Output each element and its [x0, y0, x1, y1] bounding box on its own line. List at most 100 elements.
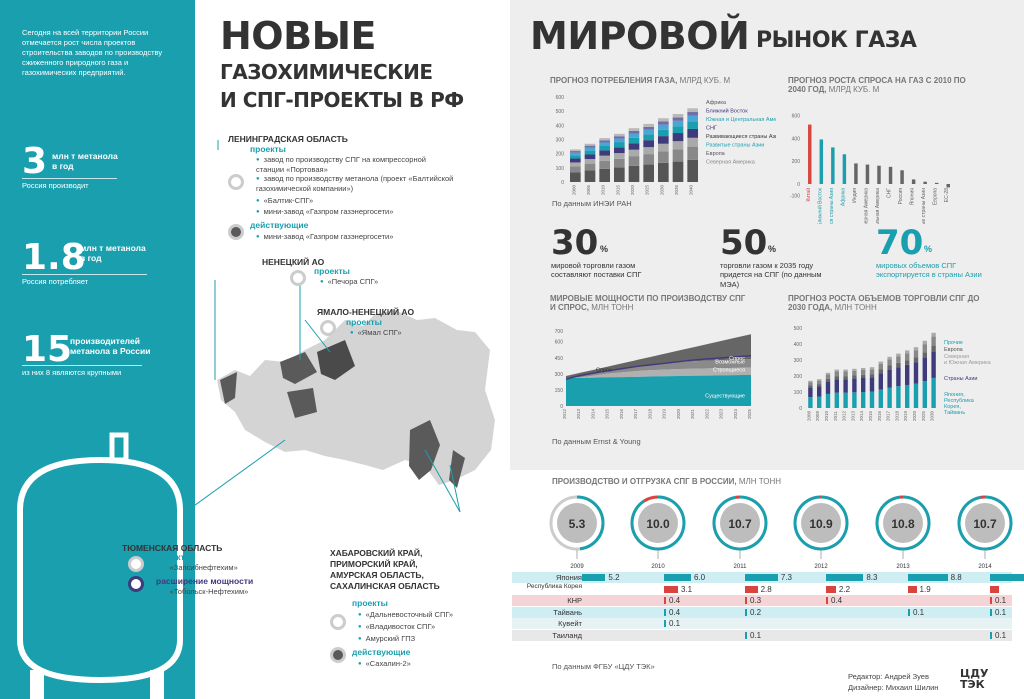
x-tick-label: 2035 — [674, 184, 679, 195]
table-cell: 3.1 — [664, 584, 692, 595]
x-tick-label: Развитые страны Азии — [921, 188, 927, 224]
table-cell: 8.3 — [826, 572, 877, 583]
bar-segment — [887, 365, 892, 370]
x-tick-label: 2000 — [571, 184, 576, 195]
production-value: 10.8 — [891, 517, 915, 531]
legend-entry: Европа — [706, 151, 726, 157]
bar — [831, 147, 835, 184]
table-bar — [990, 574, 1024, 581]
bar-segment — [599, 150, 610, 156]
bar-segment — [584, 143, 596, 146]
bar-segment — [808, 380, 813, 383]
table-value: 2.8 — [760, 584, 772, 594]
y-tick-label: 300 — [794, 358, 803, 364]
year-label: 2011 — [734, 564, 748, 570]
bar-segment — [614, 138, 625, 143]
region-fareast-name-3: АМУРСКАЯ ОБЛАСТЬ, — [330, 570, 424, 580]
bar-segment — [896, 353, 901, 357]
table-row-label: Тайвань — [553, 607, 582, 617]
x-tick-label: 2019 — [662, 408, 667, 419]
y-tick-label: 0 — [561, 180, 564, 186]
region-yamal-projects-label: проекты — [346, 317, 382, 327]
credit-designer: Дизайнер: Михаил Шилин — [848, 683, 939, 692]
x-tick-label: 2016 — [877, 410, 882, 421]
production-circle: 10.7 2014 — [957, 495, 1013, 570]
table-value: 0.1 — [995, 607, 1007, 617]
bar-segment — [887, 387, 892, 408]
bar-segment — [905, 384, 910, 408]
bar-segment — [931, 377, 936, 408]
circle-fill — [801, 503, 841, 543]
project-item: завод по производству СПГ на компрессорн… — [256, 155, 456, 175]
bar-segment — [614, 167, 625, 182]
table-cell: 5.2 — [582, 572, 620, 583]
bar-segment — [584, 147, 596, 151]
chart1-source: По данным ИНЭИ РАН — [552, 199, 632, 208]
chart1-title: ПРОГНОЗ ПОТРЕБЛЕНИЯ ГАЗА, МЛРД КУБ. М — [550, 76, 730, 85]
legend-entry: Африка — [706, 100, 727, 106]
area-building — [566, 367, 751, 379]
bar-segment — [599, 155, 610, 161]
table-value: 8.3 — [866, 573, 878, 582]
x-tick-label: СНГ — [887, 188, 893, 198]
y-tick-label: 150 — [555, 388, 564, 394]
bar-segment — [643, 123, 654, 127]
pct-stat-number: 50 — [720, 223, 768, 263]
bar-segment — [687, 128, 698, 138]
legend-entry: Южная и Центральная Америка — [706, 117, 776, 123]
table-row: Кувейт 0.1 — [512, 618, 1012, 629]
x-tick-label: 2020 — [676, 408, 681, 419]
bar — [819, 139, 824, 184]
bar — [865, 164, 870, 184]
legend-entry: СНГ — [706, 126, 717, 132]
bar-segment — [643, 154, 654, 165]
table-row: КНР 0.4 0.3 0.4 0.1 — [512, 595, 1012, 606]
table-row: Таиланд 0.1 0.1 — [512, 629, 1012, 641]
bar-segment — [843, 379, 848, 393]
active-item: мини-завод «Газпром газэнергосети» — [256, 232, 456, 242]
bar-segment — [852, 392, 857, 408]
bar-segment — [687, 159, 698, 182]
year-label: 2013 — [896, 564, 910, 570]
pct-stat-sign: % — [600, 244, 609, 254]
bar-segment — [614, 153, 625, 159]
x-tick-label: 2020 — [912, 410, 917, 421]
bar — [911, 179, 916, 184]
table-row-label: КНР — [567, 596, 582, 605]
stat-number: 1.8 — [22, 237, 86, 278]
bar-segment — [614, 133, 625, 137]
production-circle: 10.7 2011 — [712, 495, 768, 570]
bar-segment — [869, 391, 875, 408]
chart3-unit: МЛН ТОНН — [591, 303, 634, 313]
chart5-title-text: ПРОИЗВОДСТВО И ОТГРУЗКА СПГ В РОССИИ, — [552, 477, 737, 486]
demand-line — [565, 354, 752, 380]
bar-segment — [628, 128, 640, 131]
table-row: Япония 5.2 6.0 7.3 8.3 8.8 8.5 — [512, 572, 1024, 593]
x-tick-label: 2040 — [689, 184, 694, 195]
x-tick-label: 2012 — [562, 408, 567, 419]
x-tick-label: Европа — [933, 188, 939, 205]
bar-segment — [913, 383, 919, 408]
table-bar — [745, 631, 747, 639]
x-tick-label: Африка — [840, 188, 846, 206]
series-label: Существующие — [705, 393, 745, 399]
bar-segment — [825, 378, 831, 382]
year-label: 2009 — [570, 564, 584, 570]
bar-segment — [808, 397, 813, 408]
chart2-unit: МЛРД КУБ. М — [828, 85, 880, 95]
bar — [946, 184, 950, 188]
project-item: «Запсибнефтехим» — [162, 563, 238, 573]
region-fareast-name-4: САХАЛИНСКАЯ ОБЛАСТЬ — [330, 581, 440, 591]
bar-segment — [825, 381, 831, 394]
table-bar — [908, 585, 917, 593]
bar-segment — [628, 130, 640, 134]
bar-segment — [852, 368, 857, 371]
x-tick-label: Япония — [910, 188, 916, 206]
table-cell: 2.8 — [745, 584, 772, 595]
bar-segment — [628, 165, 640, 182]
bar-segment — [584, 163, 596, 171]
bar-segment — [869, 377, 875, 392]
x-tick-label: 2013 — [850, 410, 855, 421]
bar-segment — [584, 145, 596, 148]
y-tick-label: 0 — [560, 404, 563, 410]
